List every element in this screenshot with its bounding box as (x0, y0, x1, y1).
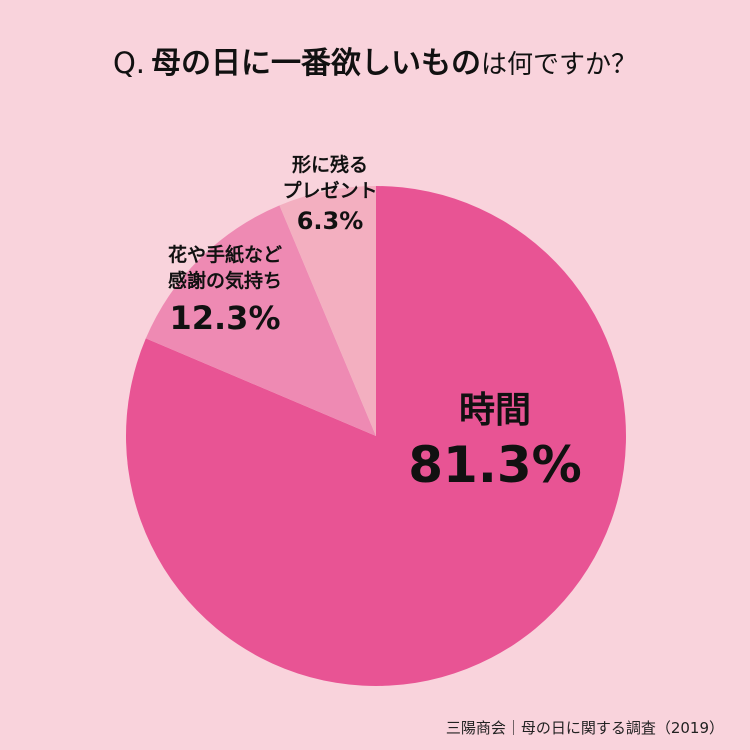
chart-title: Q. 母の日に一番欲しいものは何ですか？ (0, 38, 750, 82)
slice-name-thanks-line1: 花や手紙など (167, 244, 282, 266)
pie-slice-jikan (125, 186, 626, 686)
title-main: 母の日に一番欲しいもの (151, 46, 482, 81)
slice-label-jikan: 時間 81.3% (380, 390, 610, 495)
slice-name-present-line2: プレゼント (282, 179, 378, 202)
slice-name-thanks-line2: 感謝の気持ち (167, 269, 282, 292)
pie-slice-present (279, 186, 376, 436)
slice-value-thanks: 12.3% (169, 299, 281, 338)
slice-label-present: 形に残る プレゼント 6.3% (255, 153, 405, 236)
slice-name-jikan: 時間 (458, 390, 531, 431)
slice-name-present-line1: 形に残る (291, 154, 368, 176)
slice-value-present: 6.3% (296, 207, 364, 236)
slice-value-jikan: 81.3% (408, 436, 582, 495)
source-credit: 三陽商会｜母の日に関する調査（2019） (445, 719, 724, 737)
title-q: Q. (112, 46, 146, 80)
title-rest: は何ですか？ (481, 50, 638, 80)
pie-slice-thanks (145, 205, 376, 436)
slice-label-thanks: 花や手紙など 感謝の気持ち 12.3% (130, 243, 320, 337)
